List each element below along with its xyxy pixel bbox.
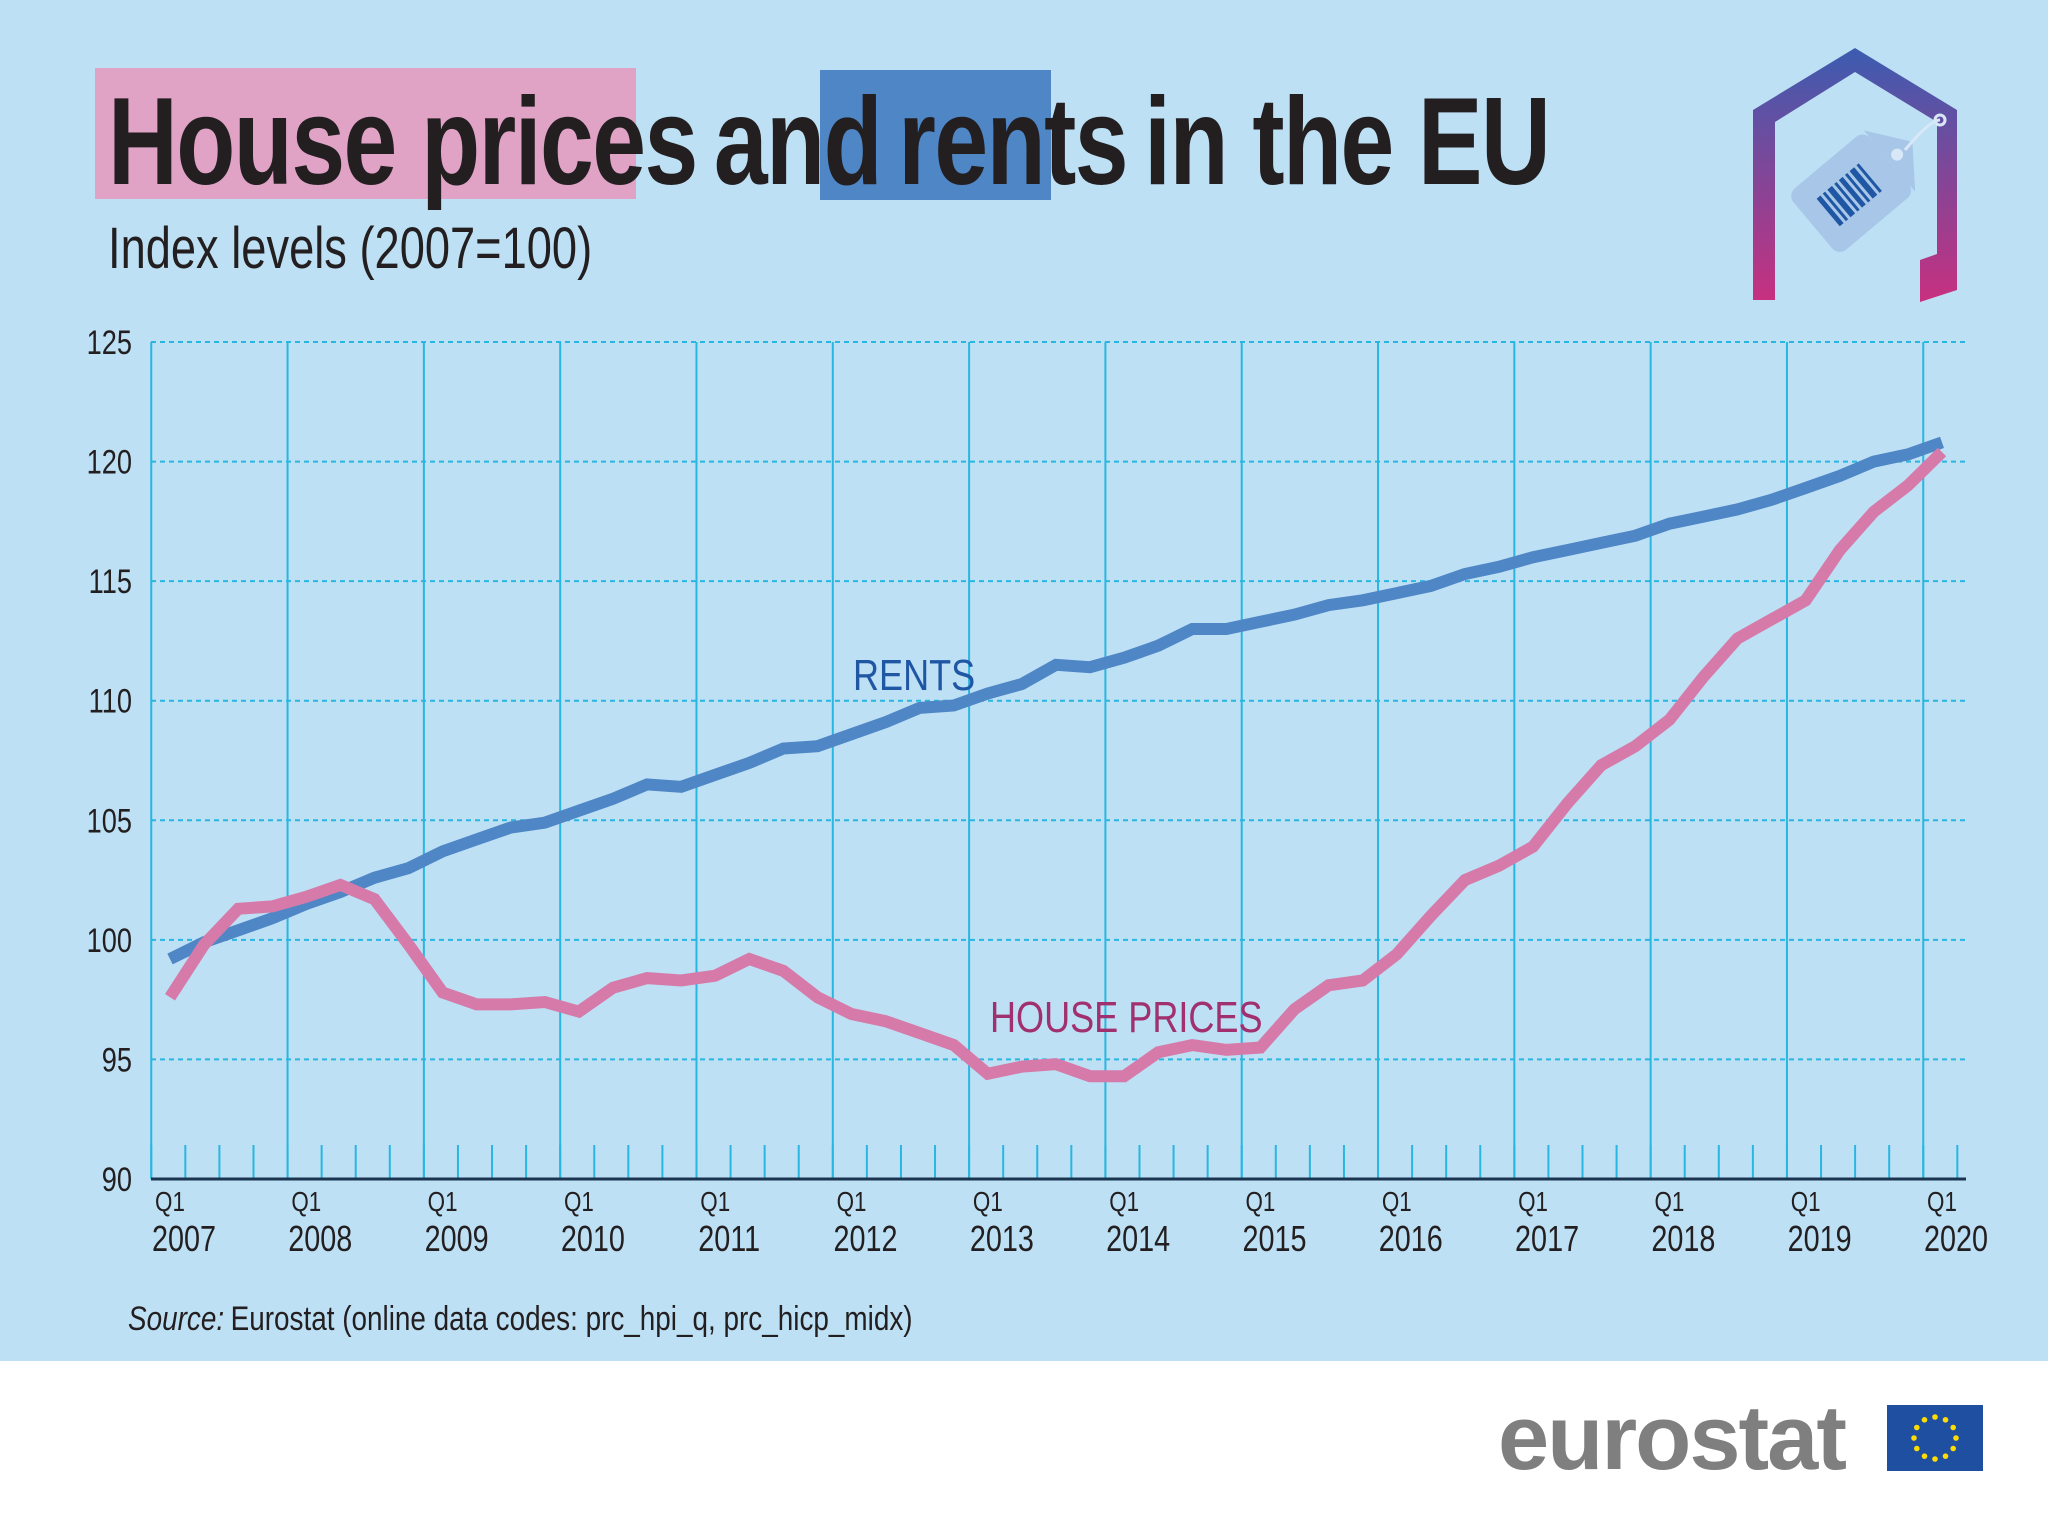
series-line-rents (167, 436, 1944, 965)
x-tick-quarter: Q1 (973, 1187, 1003, 1218)
flag-star (1953, 1435, 1959, 1441)
flag-star (1921, 1453, 1928, 1459)
x-tick-quarter: Q1 (1927, 1187, 1957, 1218)
x-tick-quarter: Q1 (1518, 1187, 1548, 1218)
flag-star (1942, 1417, 1949, 1423)
y-tick-label: 120 (87, 443, 132, 482)
series-line-house-prices (164, 447, 1947, 1083)
x-tick-quarter: Q1 (564, 1187, 594, 1218)
x-tick-year: 2007 (152, 1218, 216, 1259)
title-highlight-pink (95, 68, 636, 199)
house-price-tag-icon (1753, 48, 1957, 302)
title-house-prices: House prices (108, 73, 698, 211)
x-tick-year: 2015 (1242, 1218, 1306, 1259)
title-highlight-blue (820, 70, 1051, 200)
x-tick-quarter: Q1 (155, 1187, 185, 1218)
x-tick-quarter: Q1 (700, 1187, 730, 1218)
x-tick-quarter: Q1 (1654, 1187, 1684, 1218)
x-tick-year: 2008 (288, 1218, 352, 1259)
flag-star (1950, 1445, 1956, 1452)
x-tick-quarter: Q1 (1109, 1187, 1139, 1218)
flag-star (1950, 1424, 1956, 1431)
x-tick-quarter: Q1 (1246, 1187, 1276, 1218)
x-tick-quarter: Q1 (837, 1187, 867, 1218)
flag-star (1914, 1445, 1920, 1452)
flag-star (1911, 1435, 1917, 1441)
x-tick-year: 2014 (1106, 1218, 1170, 1259)
page-title: House prices and rents in the EU (108, 72, 1566, 212)
flag-star (1914, 1424, 1920, 1431)
x-tick-quarter: Q1 (1382, 1187, 1412, 1218)
x-tick-quarter: Q1 (291, 1187, 321, 1218)
y-tick-label: 110 (89, 682, 132, 721)
eurostat-logo: eurostat (1498, 1387, 1847, 1489)
y-tick-label: 125 (87, 323, 132, 362)
x-tick-year: 2010 (561, 1218, 625, 1259)
source-note: Source: Eurostat (online data codes: prc_… (128, 1300, 913, 1339)
y-tick-label: 95 (102, 1041, 132, 1080)
x-tick-year: 2020 (1924, 1218, 1988, 1259)
y-tick-label: 115 (89, 562, 132, 601)
subtitle: Index levels (2007=100) (108, 216, 593, 281)
source-label: Source: (128, 1300, 225, 1338)
title-in-the-eu: in the EU (1144, 73, 1551, 211)
x-tick-year: 2018 (1651, 1218, 1715, 1259)
y-tick-label: 90 (102, 1160, 132, 1199)
y-tick-label: 100 (87, 921, 132, 960)
source-text: Eurostat (online data codes: prc_hpi_q, … (230, 1300, 913, 1338)
flag-star (1932, 1456, 1938, 1462)
eu-flag-icon (1887, 1405, 1983, 1471)
series-label-house-prices: HOUSE PRICES (990, 993, 1263, 1042)
x-tick-year: 2009 (425, 1218, 489, 1259)
y-tick-label: 105 (87, 801, 132, 840)
x-tick-year: 2013 (970, 1218, 1034, 1259)
flag-star (1932, 1414, 1938, 1420)
title-rents: rents (898, 73, 1128, 211)
flag-star (1942, 1453, 1949, 1459)
series-label-rents: RENTS (853, 651, 975, 700)
title-and: and (713, 73, 883, 211)
x-tick-year: 2016 (1379, 1218, 1443, 1259)
flag-star (1921, 1417, 1928, 1423)
x-tick-year: 2017 (1515, 1218, 1579, 1259)
x-tick-quarter: Q1 (1791, 1187, 1821, 1218)
x-tick-year: 2011 (698, 1218, 760, 1259)
x-tick-year: 2019 (1788, 1218, 1852, 1259)
x-tick-year: 2012 (834, 1218, 898, 1259)
x-tick-quarter: Q1 (428, 1187, 458, 1218)
